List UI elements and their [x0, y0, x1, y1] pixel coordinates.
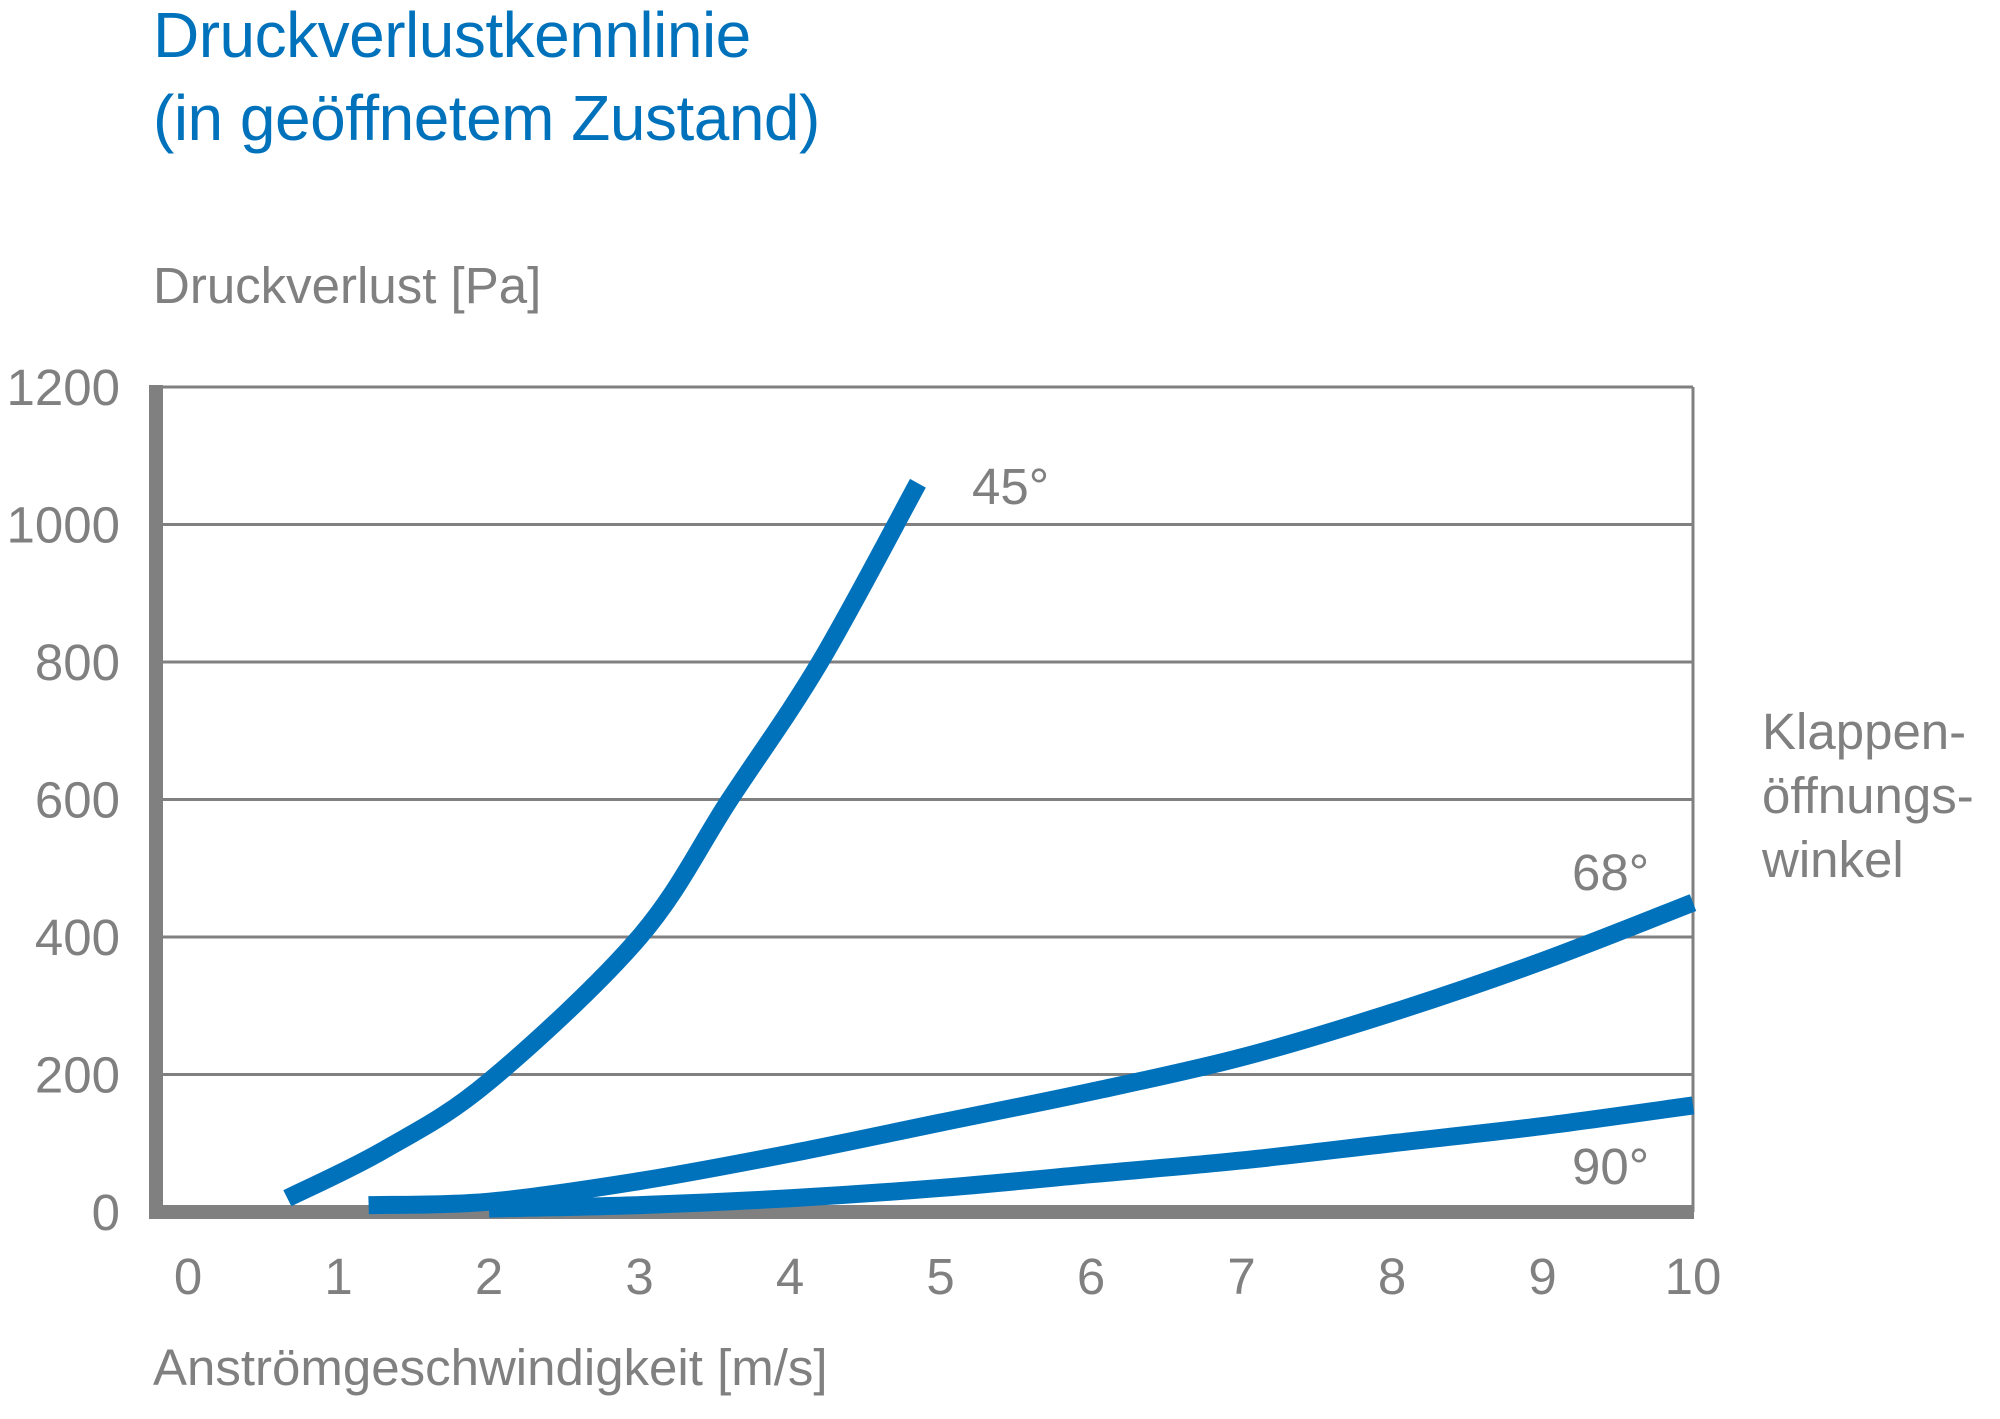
- y-axis-label: Druckverlust [Pa]: [153, 257, 542, 314]
- curve-45deg: [283, 478, 926, 1207]
- y-tick-label: 0: [92, 1184, 120, 1241]
- legend-line-3: winkel: [1762, 831, 1904, 888]
- y-tick-label: 400: [35, 909, 120, 966]
- chart-title: Druckverlustkennlinie (in geöffnetem Zus…: [153, 0, 820, 160]
- x-tick-label: 2: [475, 1248, 503, 1305]
- legend-line-1: Klappen-: [1762, 703, 1967, 760]
- y-tick-label: 1200: [7, 359, 120, 416]
- title-line-1: Druckverlustkennlinie: [153, 0, 751, 71]
- y-tick-labels: 0 200 400 600 800 1000 1200: [7, 359, 120, 1241]
- curve-labels: 45° 68° 90°: [972, 458, 1649, 1195]
- curve-label-45deg: 45°: [972, 458, 1049, 515]
- x-tick-label: 7: [1227, 1248, 1255, 1305]
- x-tick-label: 5: [926, 1248, 954, 1305]
- y-tick-label: 800: [35, 634, 120, 691]
- y-tick-label: 200: [35, 1047, 120, 1104]
- curve-label-90deg: 90°: [1572, 1138, 1649, 1195]
- title-line-2: (in geöffnetem Zustand): [153, 82, 820, 154]
- x-tick-label: 8: [1378, 1248, 1406, 1305]
- x-tick-label: 0: [174, 1248, 202, 1305]
- gridlines: [149, 385, 1695, 1219]
- x-tick-label: 10: [1665, 1248, 1722, 1305]
- x-tick-label: 1: [324, 1248, 352, 1305]
- y-tick-label: 1000: [7, 497, 120, 554]
- x-tick-label: 9: [1528, 1248, 1556, 1305]
- legend-line-2: öffnungs-: [1762, 767, 1974, 824]
- legend-title: Klappen- öffnungs- winkel: [1762, 700, 1974, 892]
- y-tick-label: 600: [35, 772, 120, 829]
- x-tick-label: 4: [776, 1248, 804, 1305]
- curve-90deg: [488, 1096, 1695, 1218]
- x-axis-label: Anströmgeschwindigkeit [m/s]: [153, 1339, 828, 1396]
- x-tick-label: 3: [625, 1248, 653, 1305]
- x-tick-labels: 0 1 2 3 4 5 6 7 8 9 10: [174, 1248, 1722, 1305]
- x-tick-label: 6: [1077, 1248, 1105, 1305]
- curves: [283, 478, 1697, 1218]
- curve-label-68deg: 68°: [1572, 844, 1649, 901]
- curve-68deg: [368, 894, 1697, 1215]
